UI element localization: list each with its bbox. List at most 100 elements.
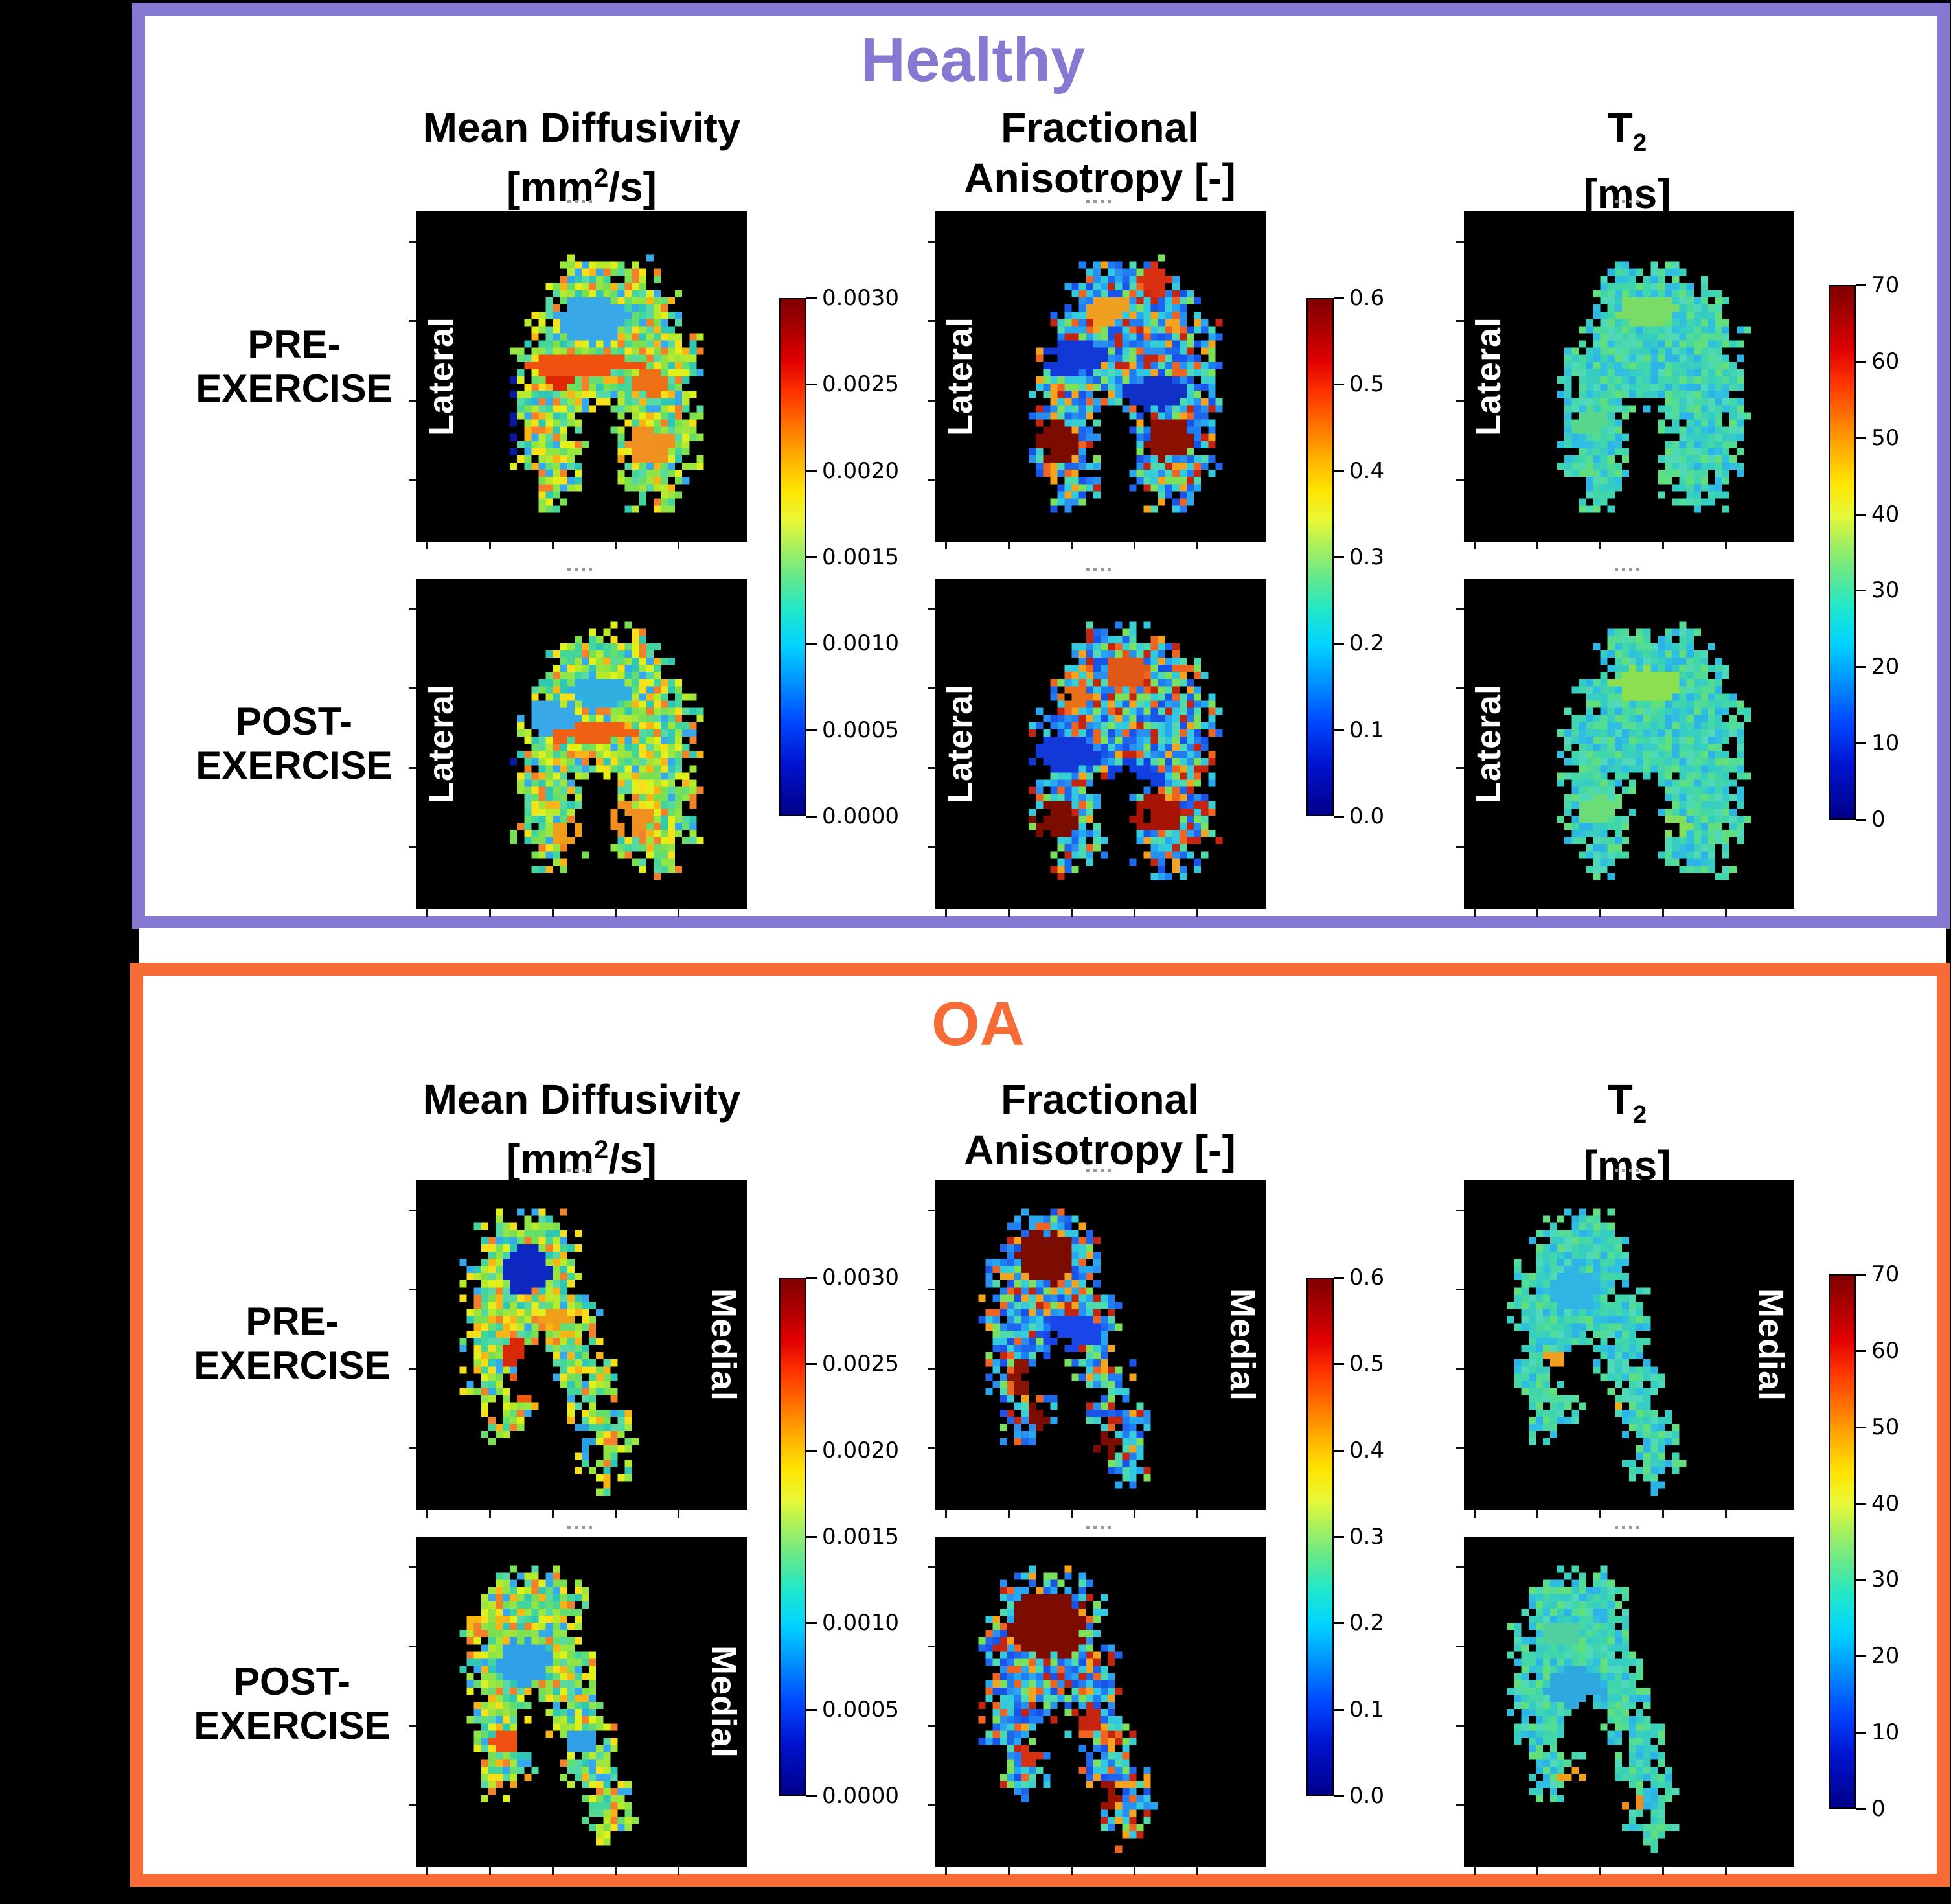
y-axis-tick (1456, 1210, 1464, 1211)
oa-t2-pre-canvas (1464, 1180, 1794, 1510)
x-axis-tick (552, 1867, 554, 1875)
x-axis-tick (1134, 1510, 1135, 1518)
oa-md-colorbar: 0.0030 0.0025 0.0020 0.0015 0.0010 0.0005 0.00… (779, 1265, 974, 1809)
x-axis-tick (489, 909, 491, 917)
x-axis-tick (489, 1867, 491, 1875)
y-axis-tick (409, 1566, 416, 1568)
fa-header-line1: Fractional (1001, 104, 1199, 151)
x-axis-tick (1474, 542, 1476, 549)
x-axis-tick (1071, 1510, 1073, 1518)
colorbar-tick-label: 0.0015 (822, 544, 899, 570)
x-axis-tick (615, 542, 617, 549)
colorbar-tick-label: 10 (1871, 730, 1900, 757)
colorbar-tick (1334, 1708, 1344, 1711)
colorbar-tick (1856, 1732, 1866, 1734)
x-axis-tick (489, 542, 491, 549)
colorbar-tick (1856, 819, 1866, 821)
x-axis-tick (1599, 1867, 1601, 1875)
x-axis-tick (945, 909, 947, 917)
x-axis-tick (1725, 542, 1727, 549)
x-axis-tick (1134, 542, 1135, 549)
x-axis-tick (945, 1510, 947, 1518)
x-axis-tick (552, 1510, 554, 1518)
y-axis-tick (928, 1646, 935, 1647)
y-axis-tick (409, 1646, 416, 1647)
healthy-fa-post-canvas (935, 579, 1266, 909)
panel-gap (139, 928, 1946, 964)
x-axis-tick (1196, 909, 1198, 917)
colorbar-tick-label: 0 (1871, 1796, 1886, 1822)
colorbar-tick (1856, 1349, 1866, 1352)
colorbar-tick (1856, 1274, 1866, 1276)
colorbar-tick-label: 0.6 (1349, 1265, 1385, 1290)
colorbar-tick-label: 20 (1871, 1643, 1900, 1669)
colorbar-tick (1334, 1449, 1344, 1452)
x-axis-tick (1196, 1510, 1198, 1518)
x-axis-tick (1474, 1867, 1476, 1875)
colorbar-tick (806, 297, 817, 299)
x-axis-tick (945, 542, 947, 549)
oa-md-pre-image (409, 1169, 747, 1518)
colorbar-tick-label: 20 (1871, 654, 1900, 680)
y-axis-tick (1456, 241, 1464, 243)
x-axis-tick (1536, 1867, 1538, 1875)
x-axis-tick (426, 1867, 428, 1875)
x-axis-tick (1536, 909, 1538, 917)
colorbar-tick-label: 0.2 (1349, 1610, 1385, 1636)
colorbar-tick (1856, 1502, 1866, 1505)
x-axis-tick (1725, 1510, 1727, 1518)
x-axis-tick (1536, 1510, 1538, 1518)
colorbar-tick (806, 1795, 817, 1797)
t2-header-line1: T (1607, 104, 1633, 151)
healthy-fa-column-header: Fractional Anisotropy [-] (964, 104, 1236, 201)
colorbar-tick-label: 10 (1871, 1719, 1900, 1746)
colorbar-tick (806, 384, 817, 386)
x-axis-tick (1662, 542, 1664, 549)
y-axis-tick (1456, 1725, 1464, 1727)
healthy-md-pre-image (409, 200, 747, 549)
colorbar-gradient (1306, 1278, 1334, 1796)
x-axis-tick (1662, 909, 1664, 917)
y-axis-tick (1456, 320, 1464, 322)
healthy-t2-pre-image (1456, 200, 1794, 549)
axis-offset-mark (567, 200, 596, 203)
healthy-fa-pre-image (928, 200, 1266, 549)
healthy-t2-post-image (1456, 568, 1794, 917)
colorbar-tick (806, 556, 817, 558)
colorbar-tick-label: 0.0010 (822, 1610, 899, 1636)
colorbar-tick-label: 0.0020 (822, 457, 899, 484)
colorbar-tick (806, 816, 817, 818)
colorbar-tick-label: 60 (1871, 348, 1900, 374)
x-axis-tick (552, 909, 554, 917)
colorbar-tick-label: 0.3 (1349, 1524, 1385, 1550)
x-axis-tick (1474, 909, 1476, 917)
colorbar-tick-label: 0.6 (1349, 285, 1385, 311)
x-axis-tick (1725, 1867, 1727, 1875)
oa-t2-colorbar: 70 60 50 40 30 20 10 0 (1829, 1261, 1951, 1822)
y-axis-tick (409, 687, 416, 689)
colorbar-tick (1856, 1426, 1866, 1428)
colorbar-tick (806, 1449, 817, 1452)
y-axis-tick (409, 320, 416, 322)
oa-fa-colorbar: 0.6 0.5 0.4 0.3 0.2 0.1 0.0 (1306, 1265, 1501, 1809)
colorbar-tick-label: 0.0005 (822, 1696, 899, 1723)
y-axis-tick (409, 846, 416, 848)
x-axis-tick (1599, 909, 1601, 917)
colorbar-tick (1334, 1622, 1344, 1625)
y-axis-tick (1456, 687, 1464, 689)
colorbar-tick (806, 643, 817, 645)
colorbar-tick-label: 40 (1871, 501, 1900, 527)
axis-offset-mark (1086, 1526, 1115, 1529)
x-axis-tick (1134, 1867, 1135, 1875)
colorbar-tick-label: 70 (1871, 1261, 1900, 1287)
y-axis-tick (409, 767, 416, 769)
x-axis-tick (1196, 542, 1198, 549)
y-axis-tick (928, 767, 935, 769)
colorbar-tick-label: 0.5 (1349, 1351, 1385, 1377)
y-axis-tick (1456, 1646, 1464, 1647)
y-axis-tick (1456, 1368, 1464, 1370)
healthy-panel-title: Healthy (860, 25, 1086, 95)
y-axis-tick (409, 241, 416, 243)
y-axis-tick (409, 608, 416, 610)
